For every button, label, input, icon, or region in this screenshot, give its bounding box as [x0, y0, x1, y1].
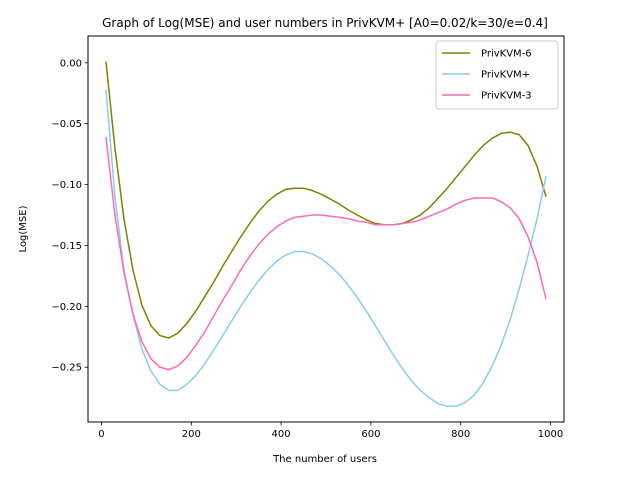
y-axis: 0.00 −0.05 −0.10 −0.15 −0.20 −0.25: [51, 58, 88, 374]
x-tick-label: 600: [361, 429, 380, 440]
legend-entry: PrivKVM-3: [481, 91, 532, 102]
y-tick-label: 0.00: [60, 58, 82, 69]
x-tick-label: 0: [98, 429, 104, 440]
y-axis-label: Log(MSE): [18, 205, 29, 252]
series-line-privkvm-6: [105, 61, 547, 339]
legend: PrivKVM-6 PrivKVM+ PrivKVM-3: [435, 40, 559, 110]
legend-box: [435, 40, 559, 110]
y-tick-label: −0.10: [51, 180, 82, 191]
x-tick-label: 800: [451, 429, 470, 440]
y-tick-label: −0.25: [51, 363, 82, 374]
y-tick-label: −0.15: [51, 241, 82, 252]
x-tick-label: 400: [272, 429, 291, 440]
plot-lines: [105, 61, 547, 407]
legend-entry: PrivKVM-6: [481, 49, 532, 60]
series-line-privkvm: [105, 89, 547, 407]
plot-frame: [87, 35, 565, 423]
legend-entry: PrivKVM+: [481, 70, 530, 81]
series-line-privkvm-3: [105, 136, 547, 371]
y-tick-label: −0.20: [51, 302, 82, 313]
x-tick-label: 200: [182, 429, 201, 440]
x-axis: 0 200 400 600 800 1000: [98, 422, 563, 440]
x-tick-label: 1000: [538, 429, 563, 440]
x-axis-label: The number of users: [272, 454, 377, 465]
chart-title: Graph of Log(MSE) and user numbers in Pr…: [102, 16, 548, 30]
y-tick-label: −0.05: [51, 119, 82, 130]
